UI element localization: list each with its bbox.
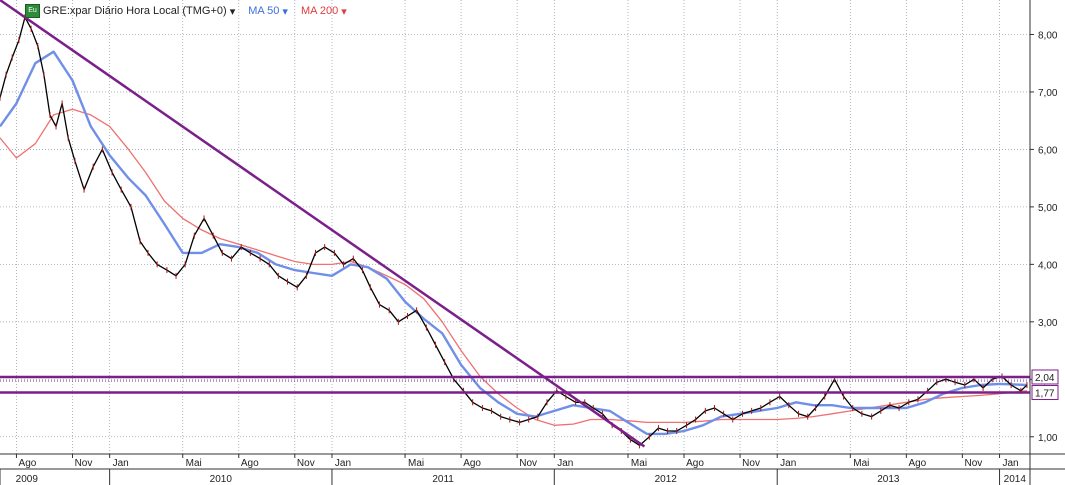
y-tick-label: 6,00 bbox=[1038, 145, 1058, 156]
ma200-label[interactable]: MA 200 bbox=[300, 5, 339, 17]
symbol-dropdown-icon[interactable]: ▾ bbox=[229, 5, 236, 18]
ma50-label[interactable]: MA 50 bbox=[248, 5, 280, 17]
chart-header: Eu GRE:xpar Diário Hora Local (TMG+0) ▾ … bbox=[25, 4, 347, 18]
trendline bbox=[0, 0, 646, 448]
x-tick-label: Ago bbox=[241, 458, 259, 469]
x-tick-label: Mai bbox=[408, 458, 424, 469]
x-tick-label: Jan bbox=[780, 458, 796, 469]
series-line-ma50 bbox=[0, 50, 1028, 436]
x-tick-label: Mai bbox=[631, 458, 647, 469]
symbol-label[interactable]: GRE:xpar Diário Hora Local (TMG+0) bbox=[43, 5, 227, 17]
price-marker-label: 2,04 bbox=[1035, 373, 1055, 384]
ma50-dropdown-icon[interactable]: ▾ bbox=[282, 5, 288, 18]
y-tick-label: 5,00 bbox=[1038, 203, 1058, 214]
x-tick-label: Nov bbox=[964, 458, 982, 469]
x-tick-label: Jan bbox=[1002, 458, 1018, 469]
exchange-badge-icon: Eu bbox=[25, 4, 40, 18]
y-tick-label: 7,00 bbox=[1038, 88, 1058, 99]
price-marker-box bbox=[1031, 369, 1059, 385]
x-tick-label: Ago bbox=[686, 458, 704, 469]
x-tick-label: Mai bbox=[853, 458, 869, 469]
y-tick-label: 1,00 bbox=[1038, 433, 1058, 444]
x-tick-label: Nov bbox=[519, 458, 537, 469]
grid bbox=[0, 0, 1030, 454]
year-label: 2011 bbox=[432, 474, 454, 485]
x-tick-label: Ago bbox=[908, 458, 926, 469]
year-label: 2012 bbox=[655, 474, 678, 485]
plot-area bbox=[0, 0, 1030, 449]
x-tick-label: Ago bbox=[463, 458, 481, 469]
year-label: 2010 bbox=[210, 474, 233, 485]
year-label: 2014 bbox=[1004, 474, 1027, 485]
x-tick-label: Nov bbox=[297, 458, 315, 469]
y-tick-label: 4,00 bbox=[1038, 260, 1058, 271]
x-tick-label: Jan bbox=[113, 458, 129, 469]
x-tick-label: Jan bbox=[557, 458, 573, 469]
y-tick-label: 3,00 bbox=[1038, 318, 1058, 329]
x-tick-label: Nov bbox=[75, 458, 93, 469]
x-tick-label: Jan bbox=[335, 458, 351, 469]
x-tick-label: Nov bbox=[742, 458, 760, 469]
ma200-dropdown-icon[interactable]: ▾ bbox=[341, 5, 347, 18]
year-label: 2013 bbox=[877, 474, 900, 485]
price-marker-label: 1,77 bbox=[1035, 389, 1055, 400]
series-line-price bbox=[0, 16, 1028, 447]
x-tick-label: Mai bbox=[186, 458, 202, 469]
year-label: 2009 bbox=[16, 474, 39, 485]
series-line-ma200 bbox=[0, 108, 1028, 426]
x-tick-label: Ago bbox=[19, 458, 37, 469]
y-tick-label: 8,00 bbox=[1038, 30, 1058, 41]
price-marker-box bbox=[1031, 385, 1059, 401]
